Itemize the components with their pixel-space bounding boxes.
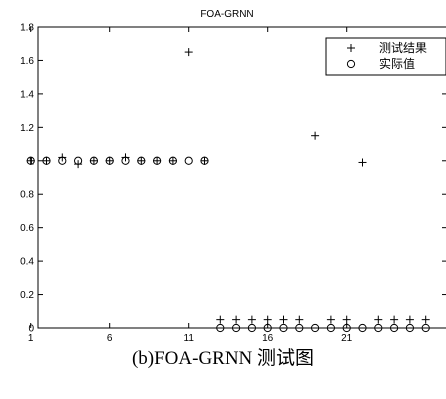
x-tick-label: 6 <box>107 333 113 344</box>
test-result-point <box>279 315 288 324</box>
actual-value-point <box>247 323 256 333</box>
actual-value-point <box>342 323 351 333</box>
y-tick-label: 0.6 <box>20 223 34 234</box>
x-tick-label: 1 <box>28 333 34 344</box>
actual-value-point <box>89 156 99 165</box>
actual-value-point <box>58 156 67 165</box>
actual-value-point <box>295 323 304 333</box>
legend-plus-marker <box>347 44 355 52</box>
test-result-point <box>405 315 414 324</box>
axis-ticks: 00.20.40.60.811.21.41.61.81 6 11 16 21 <box>20 23 446 344</box>
actual-value-point <box>279 323 288 333</box>
actual-value-point <box>26 156 35 165</box>
y-tick-label: 1.8 <box>20 23 34 34</box>
test-result-point <box>105 156 114 165</box>
y-tick-label: 0.8 <box>20 190 34 201</box>
figure-caption: (b)FOA-GRNN 测试图 <box>131 348 315 369</box>
actual-value-point <box>105 156 114 165</box>
y-tick-label: 0.2 <box>20 290 34 301</box>
x-tick-label: 11 <box>184 333 195 344</box>
legend-label: 实际值 <box>379 56 415 71</box>
test-result-point <box>311 131 320 140</box>
test-result-point <box>358 158 367 167</box>
x-tick-label: 21 <box>341 333 353 344</box>
test-result-point <box>26 156 35 165</box>
actual-value-point <box>358 323 367 333</box>
test-result-point <box>421 315 430 324</box>
actual-value-point <box>153 156 162 165</box>
legend-circle-marker <box>346 59 356 69</box>
test-result-point <box>216 315 225 324</box>
actual-value-point <box>405 323 414 333</box>
test-result-point <box>326 315 335 324</box>
actual-value-point <box>74 156 83 165</box>
test-result-point <box>374 315 383 324</box>
actual-value-point <box>200 156 209 165</box>
actual-value-point <box>311 323 320 333</box>
plot-frame <box>37 26 446 329</box>
test-result-point <box>295 315 304 324</box>
test-result-point <box>184 48 193 57</box>
test-result-point <box>42 156 51 165</box>
test-result-point <box>342 315 351 324</box>
actual-value-point <box>137 156 146 165</box>
actual-value-point <box>121 156 130 165</box>
test-result-point <box>137 156 146 165</box>
actual-value-point <box>263 323 272 333</box>
actual-value-point <box>184 156 193 165</box>
actual-value-point <box>326 323 335 333</box>
test-result-point <box>247 315 256 324</box>
actual-value-point <box>216 323 225 333</box>
test-result-point <box>168 156 177 165</box>
legend-label: 测试结果 <box>379 40 427 55</box>
test-result-point <box>200 156 209 165</box>
chart-title: FOA-GRNN <box>200 9 253 20</box>
data-marks <box>26 48 430 333</box>
test-result-point <box>153 156 162 165</box>
actual-value-point <box>390 323 399 333</box>
actual-value-point <box>42 156 51 165</box>
legend-box <box>325 37 446 76</box>
y-tick-label: 1.2 <box>20 123 34 134</box>
x-tick-label: 16 <box>262 333 274 344</box>
y-tick-label: 1 <box>28 156 34 167</box>
y-tick-label: 1.4 <box>20 89 34 100</box>
y-tick-label: 0 <box>28 324 34 335</box>
test-result-point <box>89 156 98 165</box>
actual-value-point <box>168 156 177 165</box>
actual-value-point <box>232 323 241 333</box>
actual-value-point <box>374 323 383 333</box>
test-result-point <box>232 315 241 324</box>
y-tick-label: 1.6 <box>20 56 34 67</box>
y-tick-label: 0.4 <box>20 257 34 268</box>
actual-value-point <box>421 323 430 333</box>
test-result-point <box>263 315 272 324</box>
test-result-point <box>390 315 399 324</box>
